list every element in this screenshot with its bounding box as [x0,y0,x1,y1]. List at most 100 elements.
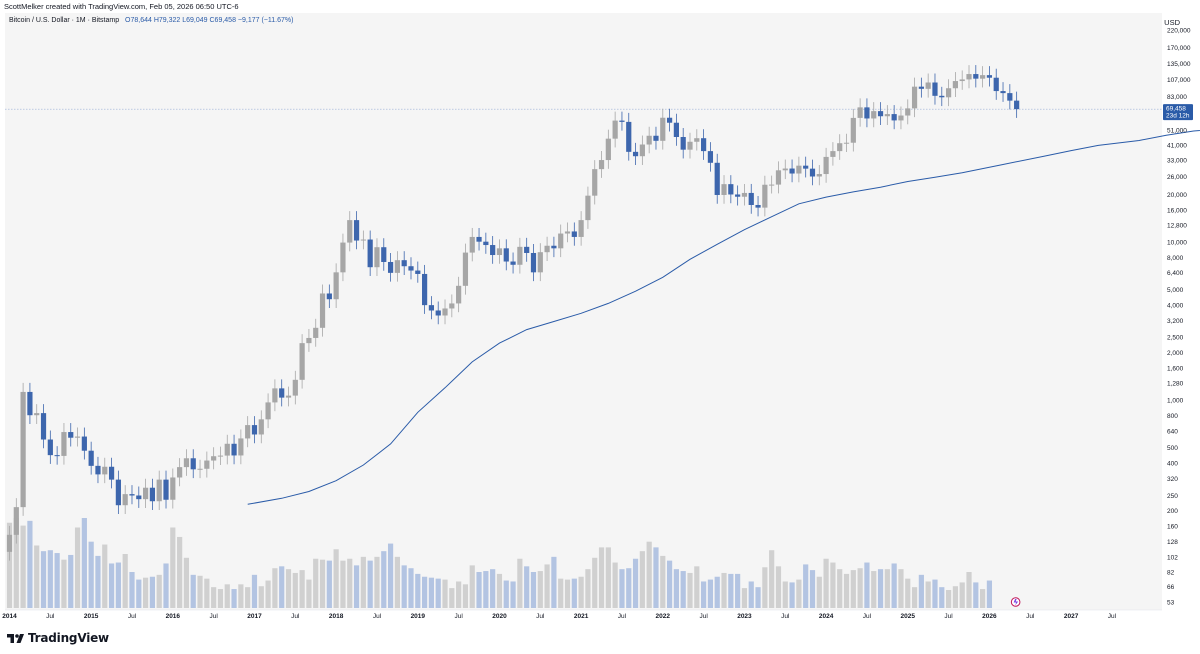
candle [6,534,13,552]
candle [163,479,169,500]
candle [782,168,788,171]
volume-bar [490,569,496,608]
volume-bar [544,564,550,608]
volume-bar [476,572,482,608]
price-tick-label: 33,000 [1167,158,1187,165]
candle [741,192,748,197]
volume-bar [374,556,380,608]
price-tick-label: 51,000 [1167,128,1187,135]
candle [456,285,462,304]
candle [585,195,591,221]
candle [537,252,543,273]
candle [319,293,326,328]
candle [503,248,509,262]
volume-bar [524,566,530,608]
candle [251,425,258,435]
price-tick-label: 66 [1167,584,1175,591]
candle [1007,93,1013,101]
last-price-label: 69,458 [1166,106,1186,113]
candle [27,391,33,416]
time-tick-label: 2021 [574,613,589,620]
legend-symbol[interactable]: Bitcoin / U.S. Dollar · 1M · Bitstamp [9,17,120,24]
volume-bar [966,572,972,608]
volume-bar [442,579,448,608]
volume-bar [279,566,285,608]
volume-bar [81,518,87,608]
candle [13,507,19,535]
price-tick-label: 83,000 [1167,94,1187,101]
time-tick-label: 2023 [737,613,752,620]
volume-bar [646,541,652,608]
candle [735,194,741,197]
price-tick-label: 128 [1167,539,1178,546]
candle [415,270,421,274]
top-bar: ScottMelker created with TradingView.com… [0,0,1200,13]
volume-bar [401,565,407,608]
volume-bar [510,581,516,608]
volume-bar [564,579,571,608]
volume-bar [619,569,625,608]
candle [558,233,564,249]
volume-bar [911,587,918,608]
time-tick-label: Jul [291,613,300,620]
currency-label[interactable]: USD [1164,18,1180,27]
time-tick-label: 2026 [982,613,997,620]
candle [360,239,366,241]
volume-bar [769,550,775,608]
tradingview-logo[interactable]: TradingView [7,631,109,645]
candle [646,135,652,145]
volume-bar [850,570,856,608]
volume-bar [299,570,305,608]
volume-bar [143,577,149,608]
candle [394,260,400,273]
candle [945,88,952,98]
time-tick-label: Jul [1108,613,1117,620]
candle [803,165,809,169]
candle [224,443,230,456]
volume-bar [428,577,435,608]
candle [864,107,870,119]
candle [197,468,203,470]
candle [20,391,26,508]
price-tick-label: 10,000 [1167,240,1187,247]
volume-bar [108,563,115,608]
candle [952,81,958,89]
time-axis[interactable] [5,610,1162,623]
price-tick-label: 53 [1167,599,1175,606]
volume-bar [462,584,469,608]
candle [510,261,516,265]
volume-bar [183,557,190,608]
price-tick-label: 8,000 [1167,255,1184,262]
candle [850,117,856,143]
volume-bar [775,566,782,608]
chart-area[interactable] [5,13,1195,623]
symbol-legend: Bitcoin / U.S. Dollar · 1M · Bitstamp O7… [9,17,293,24]
volume-bar [449,588,455,608]
volume-bar [177,536,183,608]
time-tick-label: Jul [46,613,55,620]
candle [680,137,686,150]
volume-bar [762,567,768,608]
price-tick-label: 800 [1167,413,1178,420]
time-tick-label: 2017 [247,613,262,620]
volume-bar [891,563,897,608]
volume-bar [666,560,673,608]
candle [340,242,346,273]
candle [755,204,761,208]
candle [905,108,911,116]
candle [88,450,94,466]
price-tick-label: 320 [1167,476,1178,483]
last-price-tag[interactable] [1163,104,1193,121]
candle [381,247,387,262]
candle [687,141,693,150]
volume-bar [925,581,931,608]
volume-bar [816,576,822,608]
volume-bar [680,571,686,608]
price-tick-label: 1,600 [1167,365,1184,372]
candle [530,252,537,273]
candle [721,184,727,195]
candle [258,419,264,435]
candle [326,293,332,300]
candle [81,436,87,451]
